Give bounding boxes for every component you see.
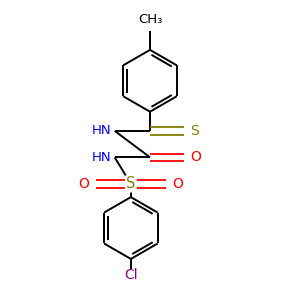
Text: HN: HN [92,151,111,164]
Text: O: O [173,177,184,191]
Text: CH₃: CH₃ [138,13,162,26]
Text: Cl: Cl [124,268,138,282]
Text: S: S [126,176,136,191]
Text: O: O [78,177,89,191]
Text: HN: HN [92,124,111,137]
Text: O: O [190,150,201,164]
Text: S: S [190,124,199,138]
